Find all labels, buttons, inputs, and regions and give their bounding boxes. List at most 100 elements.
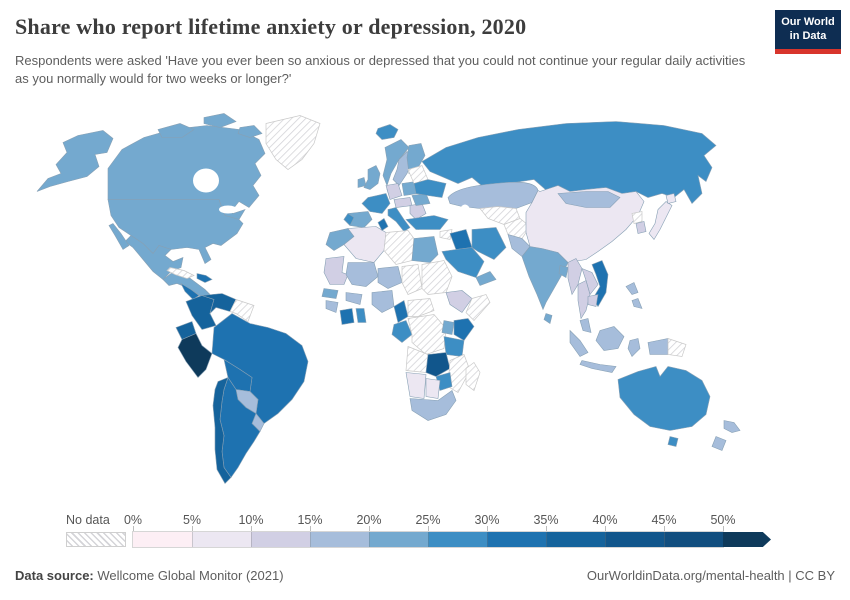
country-canada-arctic-1[interactable] (157, 123, 195, 138)
data-source: Data source: Wellcome Global Monitor (20… (15, 568, 284, 583)
legend-tick-mark (251, 526, 252, 532)
legend-bin-5-10%[interactable] (192, 532, 251, 547)
country-france[interactable] (361, 193, 391, 214)
country-canada-arctic-3[interactable] (237, 125, 263, 138)
country-ivory-coast[interactable] (339, 308, 355, 325)
country-ireland[interactable] (357, 177, 367, 188)
country-alaska[interactable] (36, 130, 114, 192)
legend-bin-30-35%[interactable] (487, 532, 546, 547)
country-mongolia[interactable] (557, 191, 621, 208)
country-mexico[interactable] (124, 235, 184, 280)
country-namibia[interactable] (405, 372, 427, 399)
country-venezuela[interactable] (201, 293, 237, 315)
country-united-kingdom[interactable] (363, 165, 381, 190)
country-sumatra[interactable] (569, 329, 589, 357)
country-uganda[interactable] (441, 320, 455, 335)
country-borneo[interactable] (595, 326, 625, 351)
country-cameroon[interactable] (393, 300, 409, 323)
country-malaysia[interactable] (579, 318, 592, 333)
country-gabon-congo[interactable] (391, 320, 413, 343)
country-zambia[interactable] (425, 352, 451, 377)
country-senegal[interactable] (321, 288, 339, 299)
country-portugal[interactable] (343, 213, 355, 227)
country-north-korea[interactable] (631, 211, 643, 224)
country-philippines-luzon[interactable] (625, 282, 639, 295)
country-libya[interactable] (383, 230, 415, 265)
country-japan[interactable] (648, 201, 673, 241)
country-central-african-republic[interactable] (407, 298, 435, 317)
country-canada-arctic-2[interactable] (203, 113, 237, 128)
country-greenland[interactable] (265, 115, 321, 170)
country-syria[interactable] (439, 229, 453, 240)
country-philippines-mindanao[interactable] (631, 298, 643, 309)
legend-bin-20-25%[interactable] (369, 532, 428, 547)
country-japan-hokkaido[interactable] (665, 193, 677, 204)
country-nigeria[interactable] (371, 290, 395, 313)
country-papua-new-guinea[interactable] (667, 338, 687, 357)
country-egypt[interactable] (411, 236, 439, 263)
owid-logo[interactable]: Our World in Data (775, 10, 841, 54)
country-algeria[interactable] (343, 226, 387, 263)
country-sri-lanka[interactable] (543, 313, 553, 324)
country-ukraine[interactable] (413, 179, 447, 198)
country-south-korea[interactable] (635, 221, 647, 234)
country-laos[interactable] (581, 267, 599, 296)
country-java[interactable] (579, 360, 617, 373)
country-turkey[interactable] (405, 215, 449, 230)
country-norway[interactable] (382, 139, 410, 187)
country-yemen-oman[interactable] (475, 271, 497, 286)
legend-bin-40-45%[interactable] (605, 532, 664, 547)
legend-bin-35-40%[interactable] (546, 532, 605, 547)
country-baja-california[interactable] (108, 223, 130, 250)
legend-bin-10-15%[interactable] (251, 532, 310, 547)
legend-bin-15-20%[interactable] (310, 532, 369, 547)
legend-bin-25-30%[interactable] (428, 532, 487, 547)
country-ghana[interactable] (355, 308, 367, 323)
legend-bin-0-5%[interactable] (133, 532, 192, 547)
country-south-africa[interactable] (409, 390, 457, 421)
country-guinea[interactable] (325, 300, 339, 313)
country-sudan[interactable] (421, 260, 453, 295)
attribution-link[interactable]: OurWorldinData.org/mental-health | CC BY (586, 568, 835, 583)
country-somalia[interactable] (465, 294, 491, 322)
country-iraq[interactable] (449, 229, 473, 250)
country-burkina-faso[interactable] (345, 292, 363, 305)
country-tanzania[interactable] (443, 336, 465, 357)
legend-no-data-swatch[interactable] (66, 532, 126, 547)
country-canada[interactable] (107, 125, 266, 212)
country-italy[interactable] (387, 207, 411, 232)
country-niger[interactable] (377, 266, 403, 289)
country-ethiopia[interactable] (445, 290, 473, 313)
country-central-europe[interactable] (393, 197, 413, 208)
legend-bin-45-50%[interactable] (664, 532, 723, 547)
country-kazakhstan[interactable] (447, 181, 539, 209)
country-saudi-arabia[interactable] (441, 247, 485, 278)
country-chad[interactable] (401, 264, 423, 295)
country-new-zealand-north[interactable] (723, 420, 741, 433)
country-papua-west[interactable] (647, 338, 669, 355)
country-tasmania[interactable] (667, 436, 679, 447)
country-chile[interactable] (212, 376, 232, 484)
country-kenya[interactable] (453, 318, 475, 341)
country-mali[interactable] (345, 262, 379, 287)
country-botswana[interactable] (425, 378, 441, 399)
country-dr-congo[interactable] (407, 314, 447, 355)
legend-tick-label: 20% (356, 513, 382, 527)
country-tunisia[interactable] (377, 218, 389, 231)
country-iceland[interactable] (375, 124, 399, 140)
country-thailand[interactable] (577, 280, 591, 320)
country-dominican-republic[interactable] (196, 273, 213, 283)
country-new-zealand-south[interactable] (711, 436, 727, 451)
country-mauritania[interactable] (323, 256, 349, 285)
country-australia[interactable] (617, 366, 711, 431)
country-guyanas[interactable] (229, 299, 255, 323)
country-cambodia[interactable] (587, 294, 599, 307)
country-china[interactable] (525, 185, 645, 263)
country-germany[interactable] (385, 183, 403, 200)
country-bangladesh[interactable] (558, 265, 569, 278)
country-sulawesi[interactable] (627, 338, 641, 358)
country-cuba[interactable] (166, 267, 195, 279)
legend-arrow-bin[interactable] (723, 532, 771, 547)
country-peru[interactable] (177, 333, 213, 378)
country-madagascar[interactable] (465, 361, 481, 392)
